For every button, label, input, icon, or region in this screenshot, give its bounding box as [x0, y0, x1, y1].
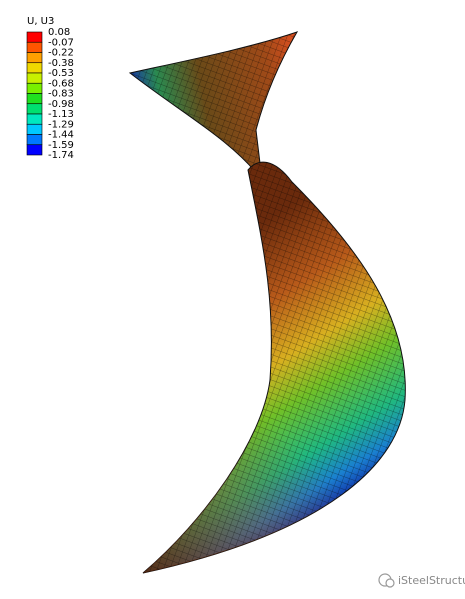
legend-label: -0.53: [48, 68, 74, 79]
legend-swatch: [26, 52, 43, 64]
legend-swatch: [26, 134, 43, 146]
legend-label: -0.22: [48, 48, 74, 59]
legend-label: -0.38: [48, 58, 74, 69]
legend-label: -0.07: [48, 37, 74, 48]
legend-swatch: [26, 113, 43, 125]
legend-label: -1.44: [48, 130, 74, 141]
watermark-text: iSteelStructure: [398, 574, 465, 587]
legend: U, U3 0.08-0.07-0.22-0.38-0.53-0.68-0.83…: [26, 16, 74, 161]
legend-swatch: [26, 123, 43, 135]
watermark: iSteelStructure: [378, 573, 465, 588]
legend-label: -1.13: [48, 109, 74, 120]
legend-swatch: [26, 82, 43, 94]
legend-swatch: [26, 72, 43, 84]
legend-swatch: [26, 31, 43, 43]
model: [128, 31, 406, 574]
legend-title: U, U3: [27, 16, 54, 27]
legend-label: -1.29: [48, 119, 74, 130]
legend-label: -0.83: [48, 89, 74, 100]
legend-label: -0.68: [48, 78, 74, 89]
legend-swatch: [26, 144, 43, 156]
legend-swatch: [26, 103, 43, 115]
legend-swatch: [26, 41, 43, 53]
legend-label: -0.98: [48, 99, 74, 110]
legend-label: -1.74: [48, 150, 74, 161]
legend-swatch: [26, 62, 43, 74]
legend-label: -1.59: [48, 140, 74, 151]
legend-label: 0.08: [48, 27, 70, 38]
legend-swatch: [26, 93, 43, 105]
